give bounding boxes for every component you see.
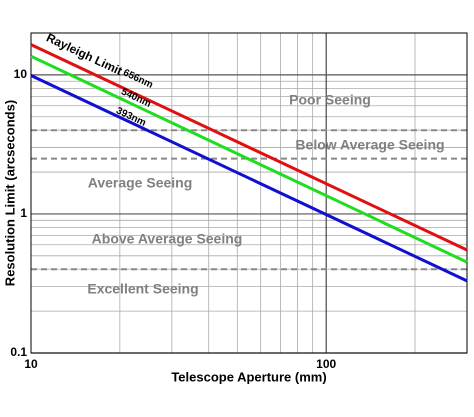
x-tick-label: 10	[24, 357, 38, 371]
plot-frame	[30, 32, 468, 354]
region-label: Above Average Seeing	[92, 231, 243, 247]
series-line	[30, 74, 468, 283]
y-tick-label: 0.1	[10, 345, 27, 359]
x-tick-label: 100	[316, 357, 336, 371]
x-axis-title: Telescope Aperture (mm)	[171, 369, 326, 384]
region-label: Excellent Seeing	[87, 281, 198, 297]
region-label: Average Seeing	[88, 175, 193, 191]
y-tick-label: 1	[20, 206, 27, 220]
y-axis-title: Resolution Limit (arcseconds)	[2, 100, 17, 286]
series-line	[30, 43, 468, 252]
region-label: Poor Seeing	[289, 92, 371, 108]
series-line	[30, 54, 468, 264]
region-label: Below Average Seeing	[295, 137, 444, 153]
y-tick-label: 10	[14, 67, 28, 81]
